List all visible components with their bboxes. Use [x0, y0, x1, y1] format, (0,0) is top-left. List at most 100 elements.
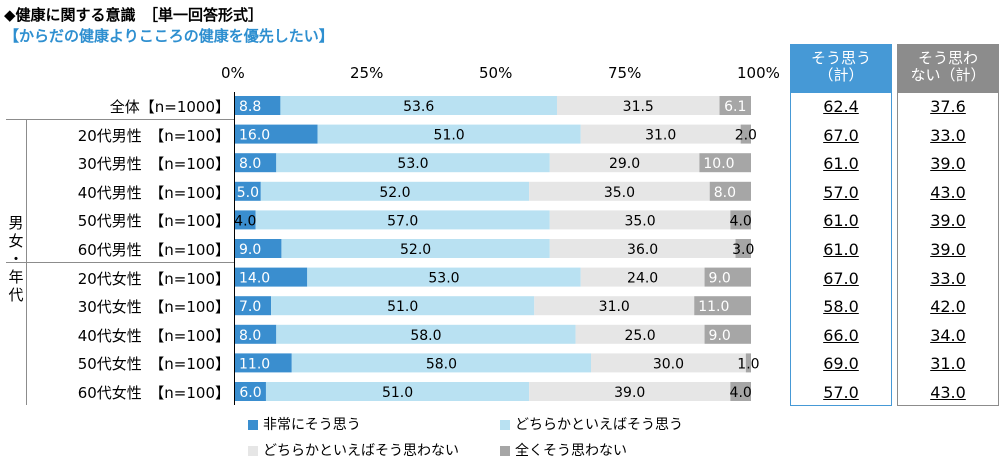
bar-segment: [235, 153, 277, 173]
bar-value-label: 8.0: [239, 328, 261, 344]
group-divider-middle: [6, 262, 234, 263]
category-label: 20代女性 【n=100】: [77, 269, 230, 288]
legend-item-strong-disagree: 全くそう思わない: [500, 440, 627, 460]
agree-total-value: 57.0: [823, 383, 859, 402]
bar-value-label: 4.0: [730, 213, 752, 229]
bar-segment: [694, 296, 751, 316]
bar-value-label: 58.0: [426, 356, 457, 372]
bar-value-label: 16.0: [239, 128, 270, 144]
bar-segment: [271, 296, 535, 316]
agree-total-value: 67.0: [823, 268, 859, 288]
bar-value-label: 9.0: [709, 328, 731, 344]
bar-value-label: 52.0: [379, 185, 410, 201]
bar-value-label: 9.0: [239, 242, 261, 258]
bar-value-label: 30.0: [653, 356, 684, 372]
disagree-total-box: [897, 92, 999, 406]
disagree-total-value: 33.0: [930, 268, 966, 288]
bar-segment: [704, 267, 751, 287]
bar-segment: [235, 296, 272, 316]
legend-label: どちらかといえばそう思わない: [263, 443, 459, 459]
bar-value-label: 53.6: [403, 99, 434, 115]
bar-value-label: 8.8: [239, 99, 261, 115]
bar-value-label: 11.0: [239, 356, 270, 372]
bar-segment: [317, 124, 581, 144]
bar-segment: [549, 239, 736, 258]
bar-segment: [534, 296, 695, 316]
agree-total-value: 57.0: [823, 182, 859, 202]
x-tick-label: 100%: [737, 64, 780, 82]
bar-segment: [265, 382, 530, 401]
bar-value-label: 4.0: [730, 385, 752, 401]
category-label: 40代女性 【n=100】: [77, 326, 230, 345]
bar-segment: [276, 153, 550, 173]
bar-value-label: 51.0: [434, 128, 465, 144]
disagree-total-value: 37.6: [930, 97, 966, 116]
category-label: 30代女性 【n=100】: [77, 298, 230, 317]
category-label: 20代男性 【n=100】: [77, 126, 230, 145]
bar-segment: [556, 96, 720, 115]
agree-total-header: そう思う （計）: [790, 44, 892, 92]
bar-segment: [235, 353, 292, 373]
bar-segment: [307, 267, 581, 287]
bar-segment: [580, 267, 705, 287]
bar-segment: [719, 96, 751, 115]
bar-segment: [549, 210, 731, 230]
disagree-total-value: 42.0: [930, 297, 966, 317]
agree-total-value: 69.0: [823, 354, 859, 374]
legend-label: 非常にそう思う: [263, 417, 361, 433]
group-divider-top: [6, 119, 234, 120]
category-label: 60代男性 【n=100】: [77, 241, 230, 259]
bar-segment: [704, 324, 751, 344]
disagree-total-value: 39.0: [930, 211, 966, 231]
disagree-total-header: そう思わ ない（計）: [897, 44, 999, 92]
bar-value-label: 52.0: [400, 242, 431, 258]
category-label: 全体【n=1000】: [109, 98, 230, 116]
bar-value-label: 57.0: [387, 213, 418, 229]
group-label-gender-age: 男女・年代: [8, 214, 24, 304]
bar-value-label: 6.0: [239, 385, 261, 401]
bar-value-label: 8.0: [239, 156, 261, 172]
chart-subtitle: 【からだの健康よりこころの健康を優先したい】: [4, 27, 334, 45]
category-label: 40代男性 【n=100】: [77, 183, 230, 202]
bar-value-label: 8.0: [714, 185, 736, 201]
category-label: 50代男性 【n=100】: [77, 212, 230, 231]
bar-segment: [591, 353, 746, 373]
bar-value-label: 35.0: [624, 213, 655, 229]
agree-total-value: 61.0: [823, 240, 859, 259]
disagree-total-value: 34.0: [930, 325, 966, 345]
disagree-total-value: 31.0: [930, 354, 966, 374]
bar-segment: [235, 96, 281, 115]
bar-value-label: 11.0: [698, 299, 729, 315]
bar-segment: [730, 210, 751, 230]
disagree-total-value: 39.0: [930, 240, 966, 259]
disagree-total-value: 33.0: [930, 125, 966, 145]
bar-segment: [529, 181, 710, 201]
bar-value-label: 14.0: [239, 271, 270, 287]
legend-item-somewhat-agree: どちらかといえばそう思う: [500, 414, 683, 434]
bar-value-label: 5.0: [237, 185, 259, 201]
bar-segment: [255, 210, 550, 230]
category-label: 30代男性 【n=100】: [77, 155, 230, 174]
bar-value-label: 58.0: [410, 328, 441, 344]
bar-segment: [730, 382, 751, 401]
bar-segment: [699, 153, 751, 173]
bar-value-label: 31.5: [623, 99, 654, 115]
bar-segment: [529, 382, 731, 401]
legend-swatch: [248, 420, 258, 430]
legend-swatch: [500, 446, 510, 456]
x-tick-label: 0%: [221, 64, 245, 82]
bar-value-label: 24.0: [627, 271, 658, 287]
bar-value-label: 31.0: [645, 128, 676, 144]
bar-value-label: 1.0: [737, 356, 759, 372]
legend-label: どちらかといえばそう思う: [515, 417, 683, 433]
bar-value-label: 31.0: [599, 299, 630, 315]
bar-segment: [281, 239, 550, 258]
bar-value-label: 6.1: [724, 99, 746, 115]
bar-value-label: 39.0: [614, 385, 645, 401]
bar-segment: [260, 181, 530, 201]
y-axis-line: [234, 92, 235, 405]
bar-segment: [549, 153, 700, 173]
bar-segment: [580, 124, 741, 144]
x-tick-label: 25%: [350, 64, 384, 82]
